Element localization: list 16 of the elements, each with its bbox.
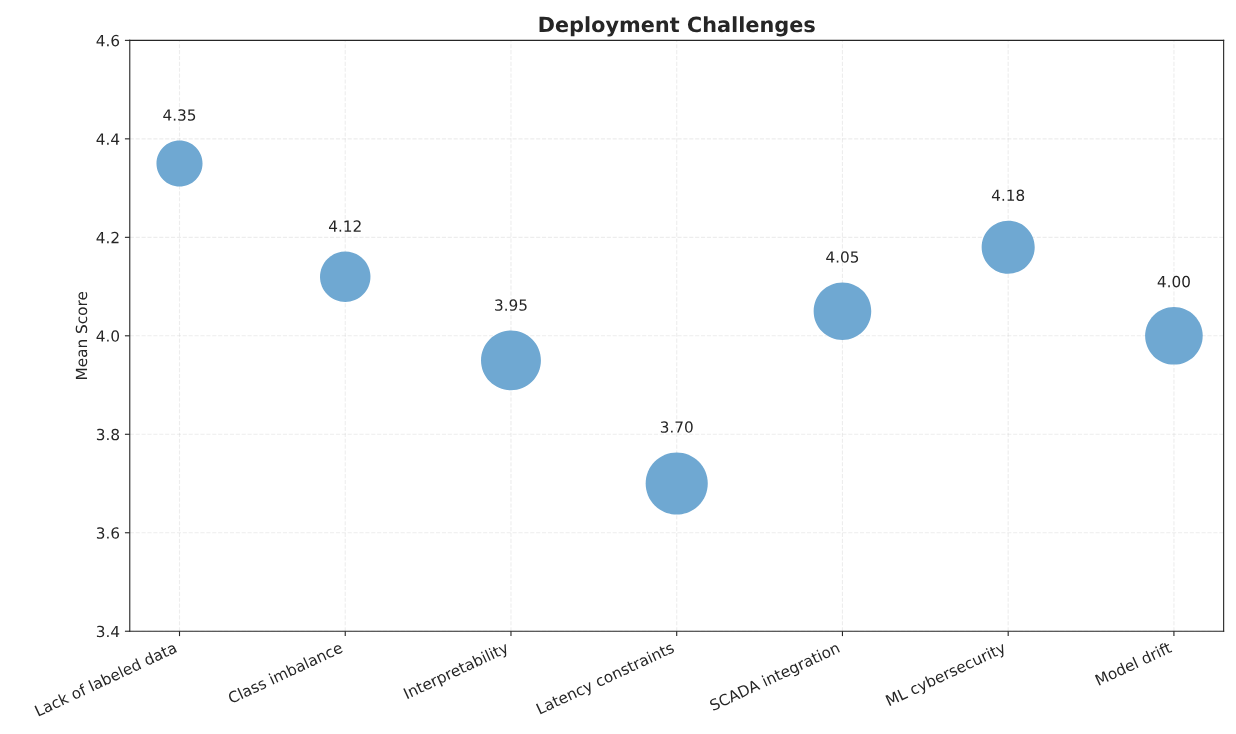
y-axis-title: Mean Score <box>75 291 88 379</box>
data-label: 4.05 <box>826 251 859 263</box>
y-tick-label: 4.2 <box>96 231 119 244</box>
data-label: 4.00 <box>1157 275 1190 288</box>
y-tick-label: 4.4 <box>96 133 120 145</box>
y-tick-label: 4.6 <box>96 34 120 47</box>
y-tick-label: 3.6 <box>96 527 120 539</box>
data-label: 3.70 <box>660 421 693 433</box>
data-label: 4.18 <box>991 189 1025 202</box>
y-tick-label: 3.4 <box>96 625 120 638</box>
data-label: 4.35 <box>163 109 196 121</box>
y-tick-label: 3.8 <box>96 428 120 441</box>
data-label: 4.12 <box>328 220 361 232</box>
chart-title: Deployment Challenges <box>539 16 815 37</box>
y-tick-label: 4.0 <box>96 330 120 342</box>
data-label: 3.95 <box>495 299 527 311</box>
